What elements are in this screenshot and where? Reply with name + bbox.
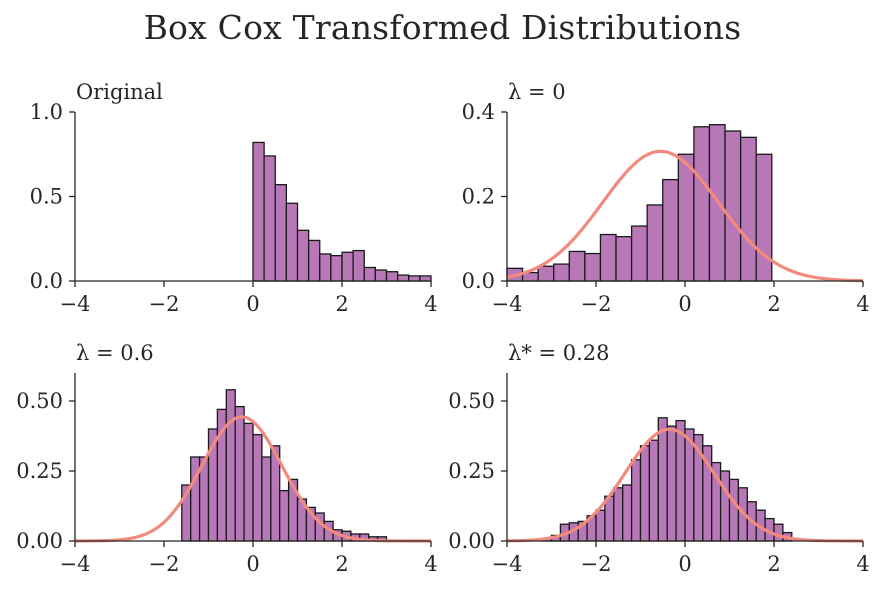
- x-tick-label: 2: [767, 552, 780, 576]
- panel-lambda-star: −4 −2 0 2 4 0.00 0.25 0.50 λ* = 0.28: [448, 341, 869, 576]
- histogram-bar: [646, 204, 664, 282]
- x-tick-label: 0: [678, 552, 691, 576]
- histogram-bar: [341, 251, 354, 282]
- panel-lambda-0: −4 −2 0 2 4 0.0 0.2 0.4 λ = 0: [462, 80, 870, 316]
- histogram-bar: [739, 136, 757, 282]
- panel-title: Original: [76, 80, 163, 104]
- histogram-bar: [234, 405, 245, 542]
- x-tick-label: 0: [246, 292, 259, 316]
- x-tick-label: −4: [492, 552, 523, 576]
- y-tick-label: 0.25: [448, 459, 495, 483]
- histogram-bar: [630, 225, 648, 282]
- x-tick-label: −4: [60, 292, 91, 316]
- y-tick-label: 0.0: [462, 269, 495, 293]
- y-tick-label: 0.25: [16, 459, 63, 483]
- histogram-bar: [773, 523, 784, 542]
- histogram-bar: [666, 425, 677, 542]
- normal-fit-curve: [506, 149, 864, 283]
- y-tick-label: 1.0: [30, 100, 63, 124]
- x-tick-label: −2: [149, 292, 180, 316]
- panel-title: λ* = 0.28: [508, 341, 610, 365]
- x-tick-label: 2: [767, 292, 780, 316]
- panel-lambda-0.6: −4 −2 0 2 4 0.00 0.25 0.50 λ = 0.6: [16, 341, 437, 576]
- histogram-bar: [252, 141, 265, 282]
- x-tick-label: 4: [424, 552, 437, 576]
- x-tick-label: 4: [856, 292, 869, 316]
- y-tick-label: 0.0: [30, 269, 63, 293]
- histogram-bar: [677, 153, 695, 282]
- histogram-bar: [719, 470, 731, 542]
- y-tick-label: 0.5: [30, 185, 63, 209]
- normal-fit-curve: [506, 427, 864, 543]
- histogram-bar: [662, 178, 679, 282]
- histogram-bar: [604, 495, 615, 542]
- histogram-bar: [639, 445, 651, 542]
- y-tick-label: 0.2: [462, 185, 495, 209]
- histogram-bar: [553, 263, 570, 282]
- histogram-bar: [613, 487, 624, 542]
- histogram-bar: [537, 265, 555, 282]
- histogram-bar: [363, 266, 377, 282]
- histogram-bar: [385, 271, 399, 282]
- histogram-bar: [595, 509, 606, 542]
- histogram-bar: [615, 235, 633, 282]
- x-tick-label: −2: [149, 552, 180, 576]
- y-tick-label: 0.00: [448, 529, 495, 553]
- histogram-bar: [584, 252, 602, 282]
- histogram-bar: [252, 433, 263, 542]
- histogram-bar: [374, 269, 388, 282]
- histogram-bar: [728, 478, 740, 542]
- histogram-bar: [675, 419, 686, 542]
- histogram-bar: [419, 275, 432, 282]
- x-tick-label: −4: [60, 552, 91, 576]
- histogram-bar: [630, 459, 642, 542]
- histogram-bar: [408, 275, 421, 282]
- histogram-bar: [352, 249, 365, 282]
- panel-original: −4 −2 0 2 4 0.0 0.5 1.0 Original: [30, 80, 438, 316]
- histogram-bar: [568, 250, 586, 282]
- histogram-bar: [755, 153, 773, 282]
- x-tick-label: 2: [335, 292, 348, 316]
- histogram-bar: [307, 239, 321, 282]
- x-tick-label: 4: [424, 292, 437, 316]
- x-tick-label: −2: [581, 552, 612, 576]
- x-tick-label: −2: [581, 292, 612, 316]
- histogram-bar: [693, 126, 711, 282]
- histogram-bar: [274, 184, 288, 282]
- histogram-bar: [296, 229, 310, 282]
- histogram-bar: [330, 254, 343, 282]
- y-tick-label: 0.4: [462, 100, 495, 124]
- panel-title: λ = 0.6: [76, 341, 154, 365]
- histogram-bar: [285, 202, 299, 282]
- x-tick-label: −4: [492, 292, 523, 316]
- histogram-bar: [319, 253, 332, 282]
- y-tick-label: 0.50: [448, 389, 495, 413]
- figure-title: Box Cox Transformed Distributions: [143, 8, 742, 47]
- x-tick-label: 4: [856, 552, 869, 576]
- histogram-bar: [279, 489, 290, 542]
- histogram-bar: [622, 484, 633, 542]
- histogram-bar: [724, 130, 742, 282]
- histogram-bar: [657, 417, 668, 542]
- x-tick-label: 0: [246, 552, 259, 576]
- histogram-bar: [396, 274, 410, 282]
- histogram-bar: [261, 456, 272, 542]
- y-tick-label: 0.00: [16, 529, 63, 553]
- histogram-bar: [225, 389, 236, 542]
- histogram-bar: [599, 233, 617, 282]
- histogram-bar: [243, 422, 254, 542]
- y-tick-label: 0.50: [16, 389, 63, 413]
- panel-title: λ = 0: [508, 80, 566, 104]
- histogram-bar: [263, 155, 276, 282]
- x-tick-label: 0: [678, 292, 691, 316]
- histogram-bar: [648, 439, 659, 542]
- x-tick-label: 2: [335, 552, 348, 576]
